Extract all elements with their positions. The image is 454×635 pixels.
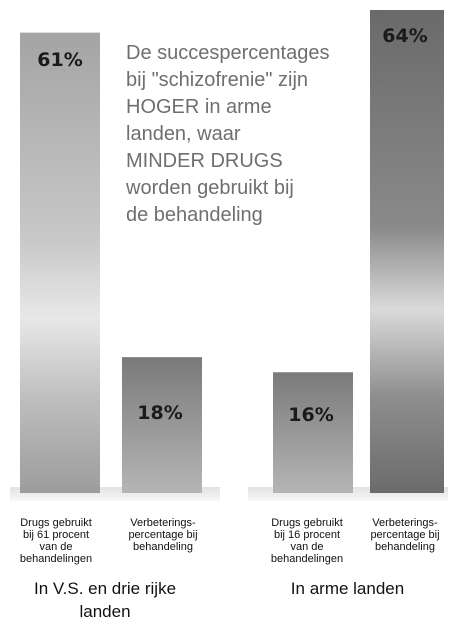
bar [273, 372, 353, 493]
bar [122, 357, 202, 493]
category-label: Drugs gebruikt bij 16 procent van de beh… [270, 517, 344, 565]
group-label-poor-countries: In arme landen [290, 579, 405, 598]
chart-annotation: De succespercentages bij "schizofrenie" … [126, 42, 330, 226]
category-label: Verbeterings- percentage bij behandeling [128, 517, 198, 553]
bar-value-label: 64% [382, 25, 428, 47]
group-label-rich-countries: In V.S. en drie rijke landen [33, 579, 177, 621]
bar-value-label: 18% [137, 402, 183, 424]
bar [20, 32, 100, 493]
bar-value-label: 61% [37, 49, 83, 71]
category-label: Drugs gebruikt bij 61 procent van de beh… [19, 517, 93, 565]
bar-value-label: 16% [288, 404, 334, 426]
category-label: Verbeterings- percentage bij behandeling [370, 517, 440, 553]
bar [370, 10, 444, 493]
